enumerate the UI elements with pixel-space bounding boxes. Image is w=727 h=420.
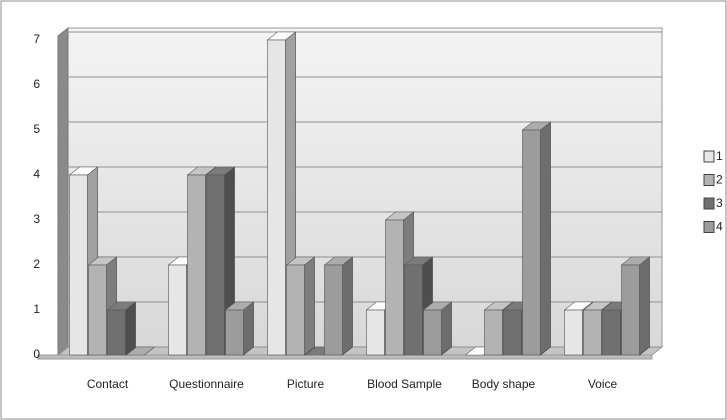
bar-group <box>422 301 453 356</box>
y-tick-label: 5 <box>33 122 40 136</box>
y-tick-label: 3 <box>33 212 40 226</box>
bar <box>366 309 385 356</box>
bar-side <box>639 256 650 356</box>
bar-side <box>540 121 551 356</box>
grid-line <box>57 31 662 41</box>
grid-line <box>57 121 662 131</box>
bar <box>324 264 343 356</box>
grid-line <box>57 301 662 311</box>
x-tick-label: Blood Sample <box>367 377 442 391</box>
legend-label: 1 <box>716 149 723 163</box>
bar-group <box>224 301 255 356</box>
bar <box>206 174 225 356</box>
legend-swatch <box>703 174 715 186</box>
x-tick-label: Picture <box>287 377 325 391</box>
y-tick-label: 4 <box>33 167 40 181</box>
grid-line <box>57 256 662 266</box>
bar-group <box>323 256 354 356</box>
bar-group <box>106 301 137 356</box>
legend-label: 3 <box>716 196 723 210</box>
y-tick-label: 7 <box>33 32 40 46</box>
bar <box>423 309 442 356</box>
bar <box>484 309 503 356</box>
bar-side <box>125 301 136 356</box>
bar <box>522 129 541 356</box>
floor-edge <box>37 354 653 360</box>
bar-group <box>521 121 552 356</box>
bar-group <box>205 166 236 356</box>
grid-line <box>57 76 662 86</box>
bar <box>187 174 206 356</box>
bar-side <box>304 256 315 356</box>
bar <box>168 264 187 356</box>
bar <box>602 309 621 356</box>
y-tick-label: 6 <box>33 77 40 91</box>
bar <box>88 264 107 356</box>
x-tick-label: Questionnaire <box>169 377 244 391</box>
bar <box>107 309 126 356</box>
legend-swatch <box>703 197 715 210</box>
x-tick-label: Body shape <box>472 377 536 391</box>
bar <box>267 39 286 356</box>
y-tick-label: 0 <box>33 347 40 361</box>
legend-swatch <box>703 221 715 233</box>
bar <box>225 309 244 356</box>
grid-line <box>57 346 662 356</box>
bar <box>564 309 583 356</box>
x-tick-label: Contact <box>87 377 129 391</box>
legend-swatch <box>703 150 715 163</box>
x-tick-label: Voice <box>588 377 618 391</box>
bar <box>385 219 404 356</box>
legend-label: 2 <box>716 173 723 187</box>
bar <box>621 264 640 356</box>
bar-top <box>125 346 156 356</box>
bar <box>503 309 522 356</box>
bar-group <box>125 346 156 356</box>
bar <box>69 174 88 356</box>
grid-line <box>57 211 662 221</box>
bar-side <box>342 256 353 356</box>
legend-label: 4 <box>716 220 723 234</box>
bar <box>286 264 305 356</box>
bar-group <box>285 256 316 356</box>
y-tick-label: 2 <box>33 257 40 271</box>
back-wall <box>67 27 663 348</box>
y-tick-label: 1 <box>33 302 40 316</box>
grid-line <box>57 166 662 176</box>
bar-side <box>243 301 254 356</box>
bar-group <box>620 256 651 356</box>
bar <box>583 309 602 356</box>
bar <box>404 264 423 356</box>
bar-side <box>441 301 452 356</box>
